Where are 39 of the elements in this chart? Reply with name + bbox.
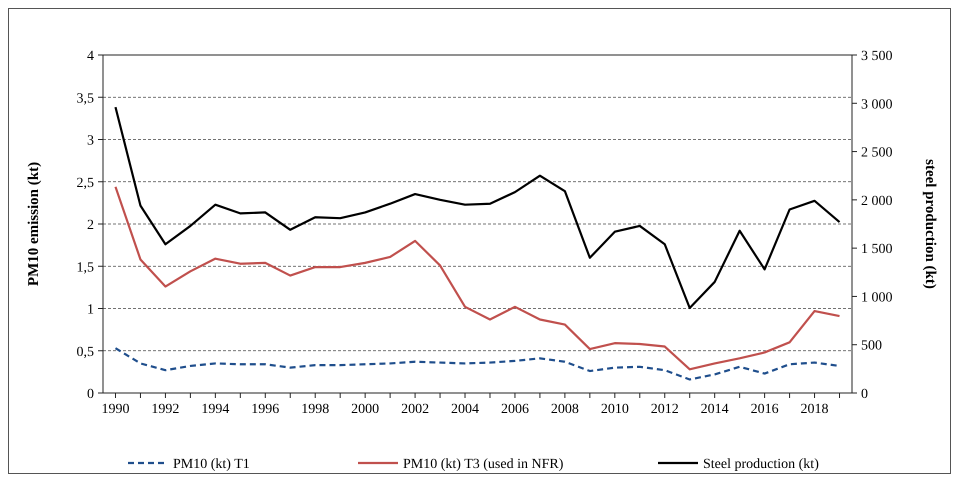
y-tick-label: 3,5 [76, 91, 94, 106]
y2-tick-label: 500 [861, 338, 882, 354]
line-series [114, 106, 841, 310]
x-tick-label: 2008 [550, 402, 579, 417]
line-series [114, 186, 841, 370]
legend-label: PM10 (kt) T3 (used in NFR) [403, 457, 564, 472]
x-tick-label: 2014 [700, 402, 729, 417]
x-tick-label: 2018 [800, 402, 829, 417]
y2-axis-title: steel production (kt) [922, 159, 938, 289]
x-tick-label: 2000 [351, 402, 380, 417]
x-tick-label: 2016 [750, 402, 779, 417]
y2-tick-label: 3 500 [861, 49, 892, 64]
y-tick-label: 1 [87, 302, 94, 318]
y2-tick-label: 2 500 [861, 146, 892, 161]
y2-tick-label: 1 000 [861, 290, 892, 306]
y2-tick-label: 3 000 [861, 97, 892, 112]
y2-tick-label: 0 [861, 387, 868, 402]
y-tick-label: 3 [87, 134, 94, 148]
x-tick-label: 1990 [101, 402, 130, 417]
x-tick-label: 1992 [151, 402, 180, 417]
y-tick-label: 2,5 [76, 176, 94, 191]
x-tick-label: 2010 [600, 402, 629, 417]
legend-label: PM10 (kt) T1 [173, 457, 250, 472]
x-tick-label: 2012 [650, 402, 679, 417]
y2-tick-label: 2 000 [861, 194, 892, 209]
y-tick-label: 2 [87, 218, 94, 233]
y-axis-title: PM10 emission (kt) [26, 162, 42, 286]
y-tick-label: 0,5 [76, 344, 94, 360]
y-tick-label: 4 [87, 49, 94, 64]
y-tick-label: 1,5 [76, 260, 94, 276]
x-tick-label: 1994 [201, 402, 230, 417]
x-tick-label: 1996 [251, 402, 280, 417]
x-tick-label: 2002 [401, 402, 430, 417]
x-tick-label: 2004 [451, 402, 480, 417]
legend-label: Steel production (kt) [703, 457, 820, 472]
y-tick-label: 0 [87, 387, 94, 402]
y2-tick-label: 1 500 [861, 242, 892, 258]
x-tick-label: 2006 [500, 402, 529, 417]
x-tick-label: 1998 [301, 402, 330, 417]
